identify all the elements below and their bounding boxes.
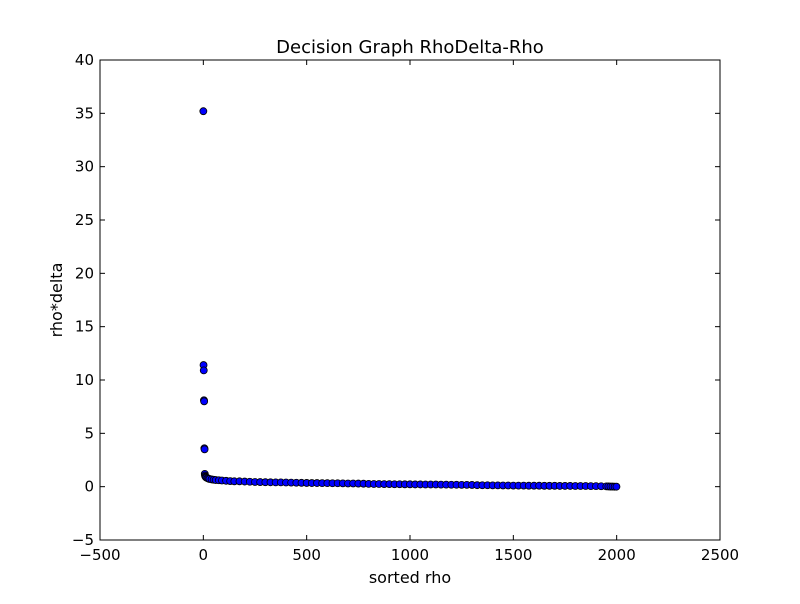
x-tick-label: 2500	[701, 546, 739, 564]
y-tick-label: 20	[75, 264, 94, 282]
chart-title: Decision Graph RhoDelta-Rho	[276, 37, 544, 58]
y-tick-label: 30	[75, 158, 94, 176]
x-tick-label: 1500	[494, 546, 532, 564]
x-tick-label: −500	[79, 546, 120, 564]
y-tick-label: 5	[84, 424, 94, 442]
x-tick-label: 2000	[598, 546, 636, 564]
x-axis-label: sorted rho	[369, 568, 451, 587]
y-axis-label: rho*delta	[47, 263, 66, 338]
plot-area-frame	[99, 59, 721, 541]
y-tick-label: 40	[75, 51, 94, 69]
y-tick-label: 10	[75, 371, 94, 389]
scatter-point	[612, 482, 621, 491]
y-tick-label: −5	[72, 531, 94, 549]
y-tick-label: 25	[75, 211, 94, 229]
y-tick-label: 15	[75, 318, 94, 336]
y-tick-label: 35	[75, 104, 94, 122]
x-tick-label: 500	[292, 546, 321, 564]
x-axis-ticks: −500 0 500 1000 1500 2000 2500	[79, 60, 739, 564]
data-points	[199, 107, 621, 491]
x-tick-label: 0	[199, 546, 209, 564]
x-tick-label: 1000	[391, 546, 429, 564]
y-axis-ticks: −5 0 5 10 15 20 25 30 35 40	[72, 51, 720, 549]
y-tick-label: 0	[84, 478, 94, 496]
scatter-point	[200, 445, 209, 454]
scatter-point	[200, 397, 209, 406]
scatter-point	[199, 107, 208, 116]
scatter-point	[199, 366, 208, 375]
